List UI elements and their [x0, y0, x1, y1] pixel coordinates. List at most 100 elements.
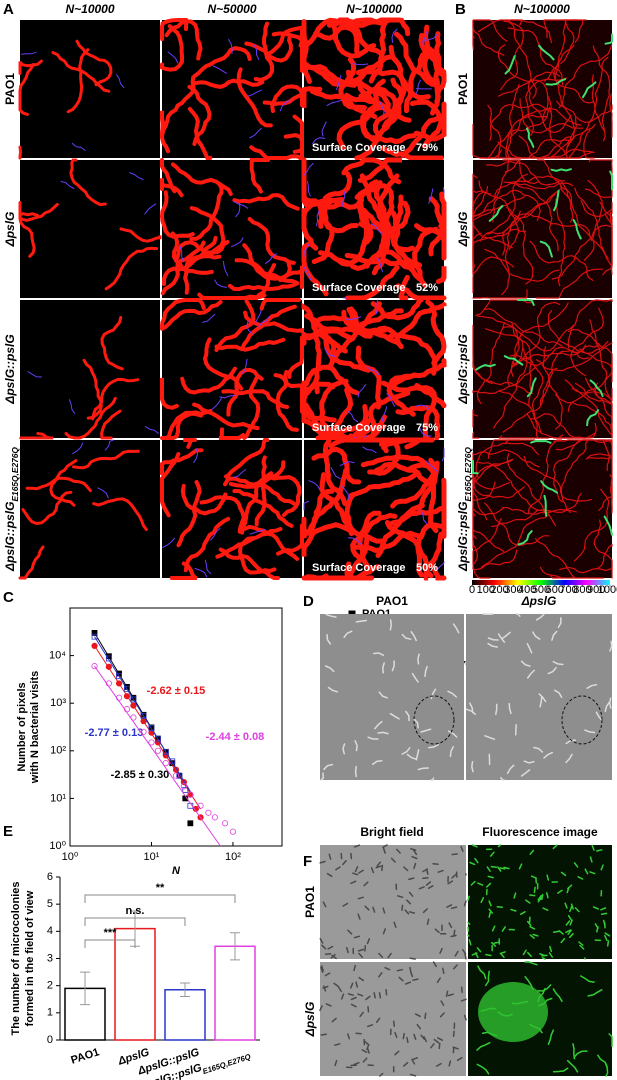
texture	[214, 279, 228, 288]
texture	[486, 160, 566, 186]
texture	[342, 902, 349, 907]
texture	[485, 104, 502, 159]
bright-field-image	[320, 962, 466, 1076]
point	[187, 791, 194, 798]
texture	[372, 906, 376, 913]
texture	[215, 527, 283, 559]
row-label: PAO1	[456, 73, 470, 105]
texture	[194, 568, 208, 578]
texture	[507, 27, 564, 86]
texture	[474, 952, 479, 959]
texture	[231, 237, 244, 248]
texture	[558, 44, 613, 109]
y-axis-label: formed in the field of view	[24, 890, 36, 1026]
texture	[425, 460, 438, 472]
colorbar-tick-label: 200	[490, 584, 508, 596]
point	[91, 633, 98, 640]
row-label: ΔpslG	[456, 212, 470, 248]
texture	[382, 662, 385, 674]
texture	[515, 345, 600, 366]
column-header: Fluorescence image	[482, 825, 598, 839]
row-label: ΔpslG::pslGE165Q,E276Q	[456, 447, 473, 572]
texture	[541, 893, 544, 901]
texture	[69, 158, 107, 207]
texture	[187, 107, 213, 160]
texture	[486, 866, 491, 872]
texture	[472, 528, 505, 552]
texture	[432, 862, 439, 866]
texture	[445, 990, 449, 997]
texture	[472, 518, 502, 579]
texture	[589, 856, 593, 863]
texture	[417, 653, 420, 665]
texture	[608, 1033, 613, 1048]
point	[130, 696, 137, 703]
colorbar-tick-label: 1000	[598, 584, 617, 596]
texture	[321, 944, 327, 950]
texture	[287, 335, 304, 379]
texture	[540, 350, 590, 406]
texture	[415, 404, 430, 410]
texture	[189, 206, 226, 258]
texture	[467, 934, 470, 937]
texture	[471, 760, 474, 773]
texture	[592, 45, 611, 131]
row-label-sub: E165Q,E276Q	[463, 447, 473, 502]
texture	[366, 366, 380, 376]
texture	[382, 928, 387, 935]
texture	[514, 724, 517, 736]
texture	[430, 777, 435, 781]
texture	[472, 459, 479, 475]
texture	[386, 393, 396, 407]
texture	[324, 665, 335, 673]
texture	[376, 257, 383, 273]
texture	[358, 976, 365, 982]
texture	[558, 930, 564, 935]
texture	[603, 515, 613, 536]
texture	[347, 993, 355, 996]
texture	[600, 864, 604, 871]
texture	[320, 1033, 327, 1036]
texture	[339, 461, 355, 467]
texture	[492, 189, 541, 223]
texture	[553, 44, 594, 104]
texture	[301, 197, 365, 220]
texture	[377, 731, 389, 735]
texture	[504, 159, 521, 173]
texture	[560, 938, 566, 944]
texture	[366, 1024, 374, 1028]
coverage-value: 50%	[416, 562, 438, 574]
texture	[204, 559, 212, 575]
row-label-sub: E165Q,E276Q	[10, 447, 20, 502]
texture	[580, 200, 613, 218]
micrograph	[473, 440, 612, 578]
texture	[604, 701, 611, 713]
texture	[530, 413, 597, 439]
texture	[539, 240, 553, 258]
texture	[376, 861, 382, 867]
texture	[503, 866, 510, 870]
texture	[211, 397, 222, 411]
panel-letter: B	[455, 1, 466, 18]
point	[115, 680, 123, 687]
texture	[330, 467, 341, 480]
texture	[477, 315, 520, 377]
texture	[432, 961, 437, 968]
texture	[512, 302, 569, 365]
texture	[301, 302, 348, 354]
texture	[167, 51, 179, 64]
texture	[439, 947, 443, 954]
texture	[210, 527, 221, 541]
texture	[442, 967, 445, 975]
texture	[259, 298, 301, 311]
texture	[526, 669, 535, 679]
texture	[247, 217, 296, 265]
texture	[350, 880, 357, 885]
texture	[355, 1032, 362, 1035]
texture	[506, 83, 520, 159]
texture	[409, 957, 416, 960]
texture	[129, 172, 144, 180]
texture	[569, 919, 573, 926]
texture	[347, 929, 353, 935]
texture	[75, 39, 113, 87]
